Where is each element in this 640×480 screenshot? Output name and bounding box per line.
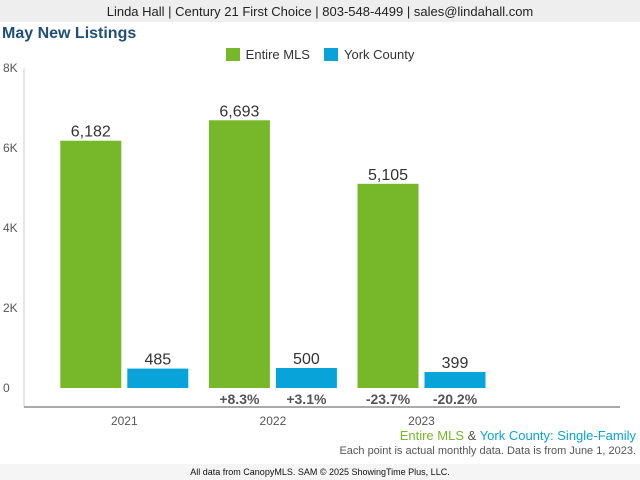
legend-item-york-county[interactable]: York County: [323, 46, 415, 62]
subtitle-connector: &: [464, 428, 480, 443]
bar-entire-mls: [357, 183, 419, 388]
bar-entire-mls: [60, 140, 122, 388]
legend-label-entire-mls: Entire MLS: [245, 46, 310, 62]
chart-title: May New Listings: [2, 25, 137, 42]
y-tick-label: 6K: [3, 141, 18, 155]
legend-label-york-county: York County: [343, 46, 415, 62]
y-tick-label: 2K: [3, 301, 18, 315]
legend-item-entire-mls[interactable]: Entire MLS: [225, 46, 310, 62]
chart-subtitle: Entire MLS & York County: Single-Family: [400, 428, 636, 443]
legend-swatch-york-county: [323, 47, 338, 61]
y-tick-label: 0: [3, 381, 10, 395]
bar-york-county: [275, 368, 337, 388]
data-note: Each point is actual monthly data. Data …: [339, 445, 636, 457]
x-tick-label: 2023: [408, 414, 435, 428]
x-tick-label: 2021: [111, 414, 138, 428]
subtitle-series2: York County: [479, 428, 551, 443]
footer-text: All data from CanopyMLS. SAM © 2025 Show…: [190, 467, 450, 477]
bar-value-label: 6,693: [219, 103, 259, 120]
subtitle-series1: Entire MLS: [399, 428, 465, 443]
legend-swatch-entire-mls: [225, 47, 240, 61]
y-tick-label: 4K: [3, 221, 18, 235]
bar-value-label: 485: [144, 352, 171, 369]
y-tick-label: 8K: [3, 61, 18, 75]
bar-value-label: 5,105: [368, 167, 408, 184]
bar-york-county: [424, 372, 486, 388]
bar-entire-mls: [208, 120, 270, 388]
bar-york-county: [127, 368, 189, 388]
change-label: -23.7%: [366, 391, 411, 407]
footer: All data from CanopyMLS. SAM © 2025 Show…: [0, 464, 640, 480]
header-bar: Linda Hall | Century 21 First Choice | 8…: [0, 0, 640, 22]
bar-value-label: 6,182: [71, 124, 111, 141]
subtitle-suffix: : Single-Family: [550, 428, 636, 443]
legend: Entire MLS York County: [0, 45, 640, 63]
x-tick-label: 2022: [260, 414, 287, 428]
change-label: -20.2%: [433, 391, 478, 407]
change-label: +3.1%: [286, 391, 327, 407]
change-label: +8.3%: [219, 391, 260, 407]
agent-contact-text: Linda Hall | Century 21 First Choice | 8…: [106, 3, 534, 19]
bar-value-label: 399: [442, 355, 469, 372]
bar-value-label: 500: [293, 351, 320, 368]
